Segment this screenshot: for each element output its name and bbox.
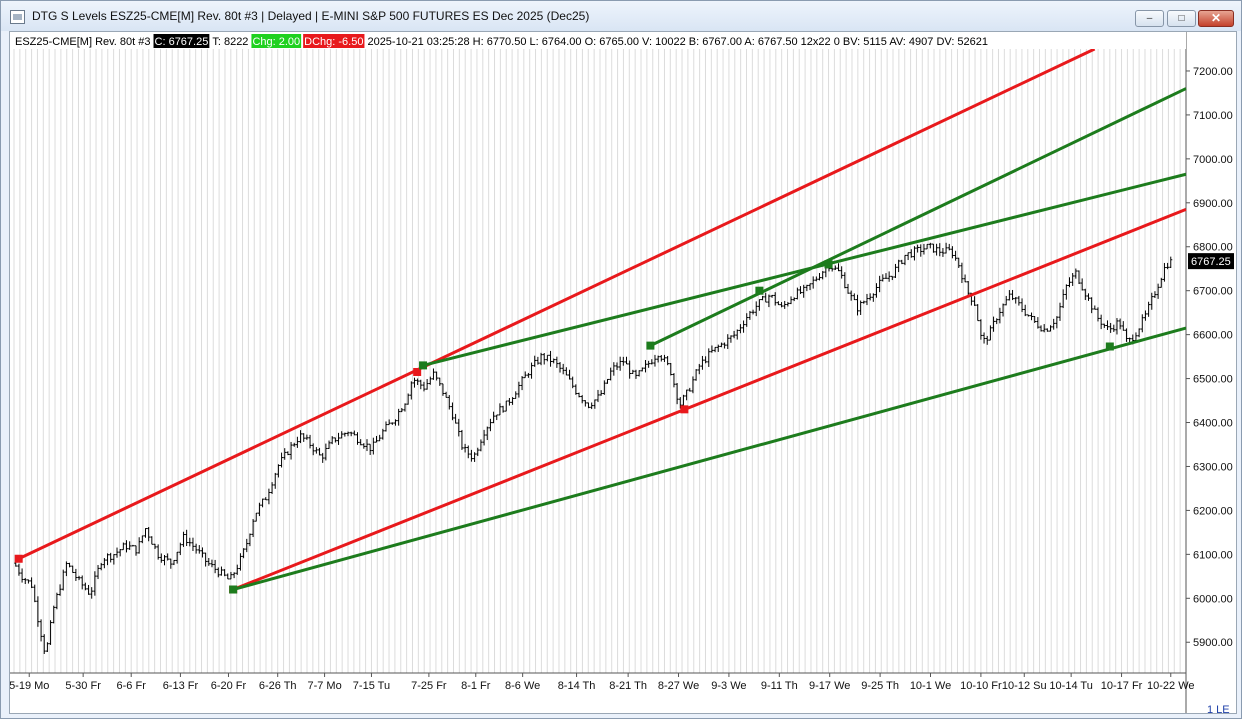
minimize-button[interactable]: – bbox=[1135, 10, 1164, 27]
x-tick-label: 10-14 Tu bbox=[1049, 680, 1092, 692]
window-title: DTG S Levels ESZ25-CME[M] Rev. 80t #3 | … bbox=[32, 9, 590, 23]
green-trend-line bbox=[649, 87, 1187, 347]
y-tick-label: 6300.00 bbox=[1193, 461, 1233, 473]
red-anchor-marker bbox=[680, 405, 689, 414]
x-tick-label: 9-3 We bbox=[711, 680, 746, 692]
info-close-bg bbox=[153, 34, 210, 48]
x-tick-label: 5-19 Mo bbox=[10, 680, 49, 692]
x-tick-label: 6-20 Fr bbox=[211, 680, 247, 692]
close-button[interactable]: ✕ bbox=[1198, 10, 1234, 27]
last-price-tag bbox=[1188, 253, 1234, 270]
title-bar[interactable]: DTG S Levels ESZ25-CME[M] Rev. 80t #3 | … bbox=[1, 1, 1241, 31]
y-tick-label: 6600.00 bbox=[1193, 330, 1233, 342]
x-tick-label: 8-14 Th bbox=[558, 680, 596, 692]
y-tick-label: 7100.00 bbox=[1193, 110, 1233, 122]
y-tick-label: 5900.00 bbox=[1193, 637, 1233, 649]
y-tick-label: 6900.00 bbox=[1193, 198, 1233, 210]
y-tick-label: 6700.00 bbox=[1193, 286, 1233, 298]
x-tick-label: 6-6 Fr bbox=[117, 680, 147, 692]
y-tick-label: 7200.00 bbox=[1193, 66, 1233, 78]
x-tick-label: 9-25 Th bbox=[861, 680, 899, 692]
grid-lines bbox=[13, 49, 1187, 673]
green-trend-line bbox=[422, 172, 1187, 367]
y-tick-label: 6100.00 bbox=[1193, 549, 1233, 561]
green-anchor-marker bbox=[755, 286, 764, 295]
y-tick-label: 6800.00 bbox=[1193, 242, 1233, 254]
chart-area[interactable]: 7200.00 7100.00 7000.00 6900.00 6800.00 6700.… bbox=[9, 31, 1237, 716]
info-details: 2025-10-21 03:25:28 H: 6770.50 L: 6764.0… bbox=[367, 36, 988, 48]
green-trend-line bbox=[232, 326, 1187, 591]
info-chg: Chg: 2.00 bbox=[252, 36, 300, 48]
red-trend-line bbox=[18, 47, 1096, 561]
info-chg-bg bbox=[251, 34, 302, 48]
x-tick-label: 7-15 Tu bbox=[353, 680, 390, 692]
x-tick-label: 9-17 We bbox=[809, 680, 850, 692]
price-bars bbox=[14, 242, 1173, 655]
x-tick-label: 10-12 Su bbox=[1002, 680, 1047, 692]
red-anchor-marker bbox=[14, 554, 23, 563]
info-close: C: 6767.25 bbox=[155, 36, 209, 48]
green-anchor-marker bbox=[824, 260, 833, 269]
x-tick-label: 7-25 Fr bbox=[411, 680, 447, 692]
last-price-label: 6767.25 bbox=[1191, 256, 1231, 268]
y-tick-label: 6000.00 bbox=[1193, 593, 1233, 605]
green-anchor-marker bbox=[646, 341, 655, 350]
maximize-button[interactable]: □ bbox=[1167, 10, 1196, 27]
x-tick-label: 6-26 Th bbox=[259, 680, 297, 692]
info-symbol: ESZ25-CME[M] Rev. 80t #3 bbox=[15, 36, 151, 48]
y-tick-label: 6500.00 bbox=[1193, 374, 1233, 386]
info-ticks: T: 8222 bbox=[212, 36, 248, 48]
x-tick-label: 10-22 We bbox=[1147, 680, 1195, 692]
x-tick-label: 8-6 We bbox=[505, 680, 540, 692]
y-tick-label: 6200.00 bbox=[1193, 505, 1233, 517]
x-tick-label: 7-7 Mo bbox=[307, 680, 341, 692]
green-anchor-marker bbox=[419, 361, 428, 370]
x-tick-label: 5-30 Fr bbox=[65, 680, 101, 692]
price-chart[interactable]: 7200.00 7100.00 7000.00 6900.00 6800.00 6700.… bbox=[10, 32, 1236, 713]
x-tick-label: 10-17 Fr bbox=[1101, 680, 1143, 692]
y-tick-label: 6400.00 bbox=[1193, 418, 1233, 430]
x-tick-label: 10-10 Fr bbox=[960, 680, 1002, 692]
y-tick-label: 7000.00 bbox=[1193, 154, 1233, 166]
red-trend-line bbox=[232, 208, 1187, 591]
green-anchor-marker bbox=[1105, 342, 1114, 351]
red-anchor-marker bbox=[413, 367, 422, 376]
x-tick-label: 8-1 Fr bbox=[461, 680, 491, 692]
green-anchor-marker bbox=[229, 585, 238, 594]
info-dchg: DChg: -6.50 bbox=[304, 36, 363, 48]
info-dchg-bg bbox=[303, 34, 365, 48]
app-icon[interactable] bbox=[10, 10, 25, 24]
x-tick-label: 8-27 We bbox=[658, 680, 699, 692]
x-tick-label: 10-1 We bbox=[910, 680, 951, 692]
x-tick-label: 9-11 Th bbox=[761, 680, 798, 692]
x-tick-label: 6-13 Fr bbox=[163, 680, 199, 692]
x-tick-label: 8-21 Th bbox=[609, 680, 647, 692]
bottom-right-label: 1 LE bbox=[1207, 704, 1230, 716]
